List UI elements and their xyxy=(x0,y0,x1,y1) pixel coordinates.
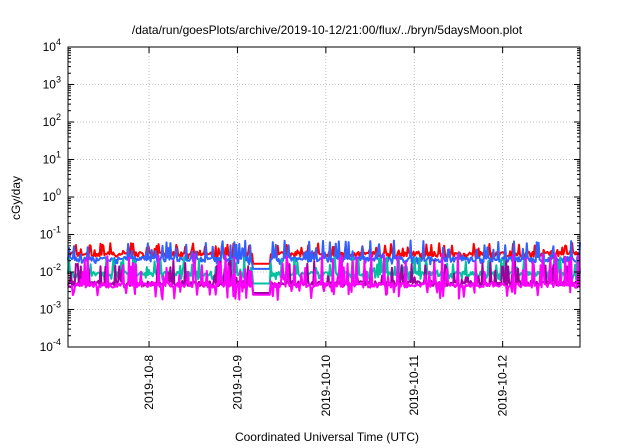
y-tick-base: 10 xyxy=(43,153,57,167)
y-tick-label: 102 xyxy=(43,112,61,129)
series-line xyxy=(67,253,581,301)
y-tick-label: 10-4 xyxy=(40,337,61,354)
y-tick-label: 10-2 xyxy=(40,262,61,279)
y-tick-exponent: -2 xyxy=(53,262,61,272)
grid xyxy=(68,47,580,347)
y-tick-base: 10 xyxy=(40,340,54,354)
y-tick-exponent: -3 xyxy=(53,300,61,310)
y-tick-base: 10 xyxy=(40,228,54,242)
y-tick-base: 10 xyxy=(43,115,57,129)
y-tick-exponent: 1 xyxy=(56,150,61,160)
y-tick-exponent: -1 xyxy=(53,225,61,235)
y-tick-exponent: 3 xyxy=(56,75,61,85)
x-tick-label: 2019-10-8 xyxy=(142,355,156,410)
y-tick-label: 101 xyxy=(43,150,61,167)
chart-title: /data/run/goesPlots/archive/2019-10-12/2… xyxy=(132,23,523,37)
y-tick-label: 10-1 xyxy=(40,225,61,242)
y-tick-label: 100 xyxy=(43,187,61,204)
y-tick-exponent: 0 xyxy=(56,187,61,197)
y-tick-base: 10 xyxy=(43,78,57,92)
series-line xyxy=(67,239,581,270)
x-tick-label: 2019-10-12 xyxy=(496,355,510,417)
y-tick-label: 104 xyxy=(43,37,61,54)
y-tick-label: 103 xyxy=(43,75,61,92)
series-lines xyxy=(67,239,581,301)
x-tick-label: 2019-10-10 xyxy=(319,355,333,417)
y-tick-base: 10 xyxy=(43,40,57,54)
x-tick-label: 2019-10-9 xyxy=(230,355,244,410)
y-axis-title: cGy/day xyxy=(9,176,23,220)
y-tick-label: 10-3 xyxy=(40,300,61,317)
y-tick-base: 10 xyxy=(43,190,57,204)
axis-ticks xyxy=(68,46,580,348)
y-tick-base: 10 xyxy=(40,303,54,317)
x-tick-label: 2019-10-11 xyxy=(407,355,421,416)
x-axis-title: Coordinated Universal Time (UTC) xyxy=(235,430,419,444)
y-tick-exponent: -4 xyxy=(53,337,61,347)
y-tick-base: 10 xyxy=(40,265,54,279)
y-tick-exponent: 2 xyxy=(56,112,61,122)
y-tick-exponent: 4 xyxy=(56,37,61,47)
x-tick-labels: 2019-10-8 2019-10-9 2019-10-10 2019-10-11 20… xyxy=(142,355,510,417)
